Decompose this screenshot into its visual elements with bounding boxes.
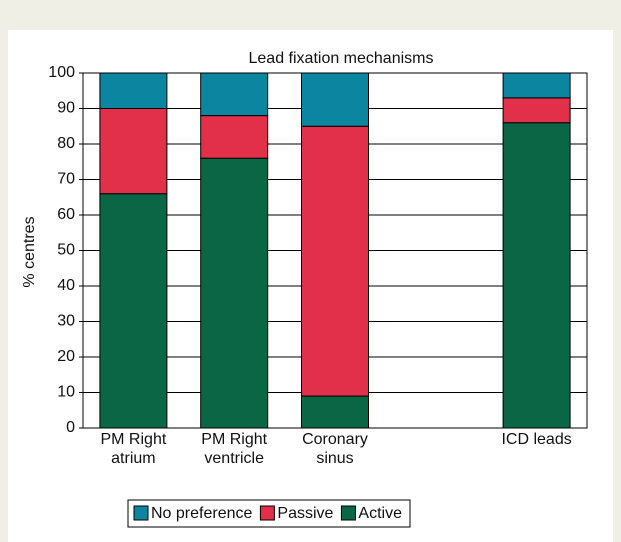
y-tick-label: 10 xyxy=(57,384,75,401)
x-tick-label: PM Right ventricle xyxy=(201,431,268,467)
x-tick-label: ICD leads xyxy=(501,431,572,448)
chart-title: Lead fixation mechanisms xyxy=(249,50,434,67)
bar-segment xyxy=(301,125,369,397)
y-tick-label: 90 xyxy=(57,100,75,117)
bar-segment xyxy=(301,72,369,127)
bar-segment xyxy=(301,395,369,429)
legend-swatch xyxy=(133,505,149,521)
x-tick-label: PM Right atrium xyxy=(100,431,167,467)
legend-box xyxy=(127,499,411,528)
legend-label: Passive xyxy=(277,505,333,522)
legend-swatch xyxy=(259,505,275,521)
legend-label: No preference xyxy=(151,505,252,522)
y-tick-label: 30 xyxy=(57,313,75,330)
y-axis-label: % centres xyxy=(21,216,38,287)
bar-segment xyxy=(200,72,269,117)
legend-swatch xyxy=(340,505,356,521)
y-tick-label: 80 xyxy=(57,135,75,152)
bar-segment xyxy=(200,157,269,429)
bar-segment xyxy=(502,122,571,429)
bar-segment xyxy=(502,97,571,124)
x-tick-label: Coronary sinus xyxy=(302,431,368,467)
bar-segment xyxy=(200,115,269,159)
legend-label: Active xyxy=(358,505,402,522)
y-tick-label: 100 xyxy=(48,64,75,81)
y-tick-label: 40 xyxy=(57,277,75,294)
bar-segment xyxy=(99,108,168,195)
bar-segment xyxy=(502,72,571,99)
y-tick-label: 20 xyxy=(57,348,75,365)
y-tick-label: 70 xyxy=(57,171,75,188)
y-tick-label: 0 xyxy=(66,419,75,436)
bar-segment xyxy=(99,193,168,429)
bar-segment xyxy=(99,72,168,109)
y-tick-label: 60 xyxy=(57,206,75,223)
y-tick-label: 50 xyxy=(57,242,75,259)
